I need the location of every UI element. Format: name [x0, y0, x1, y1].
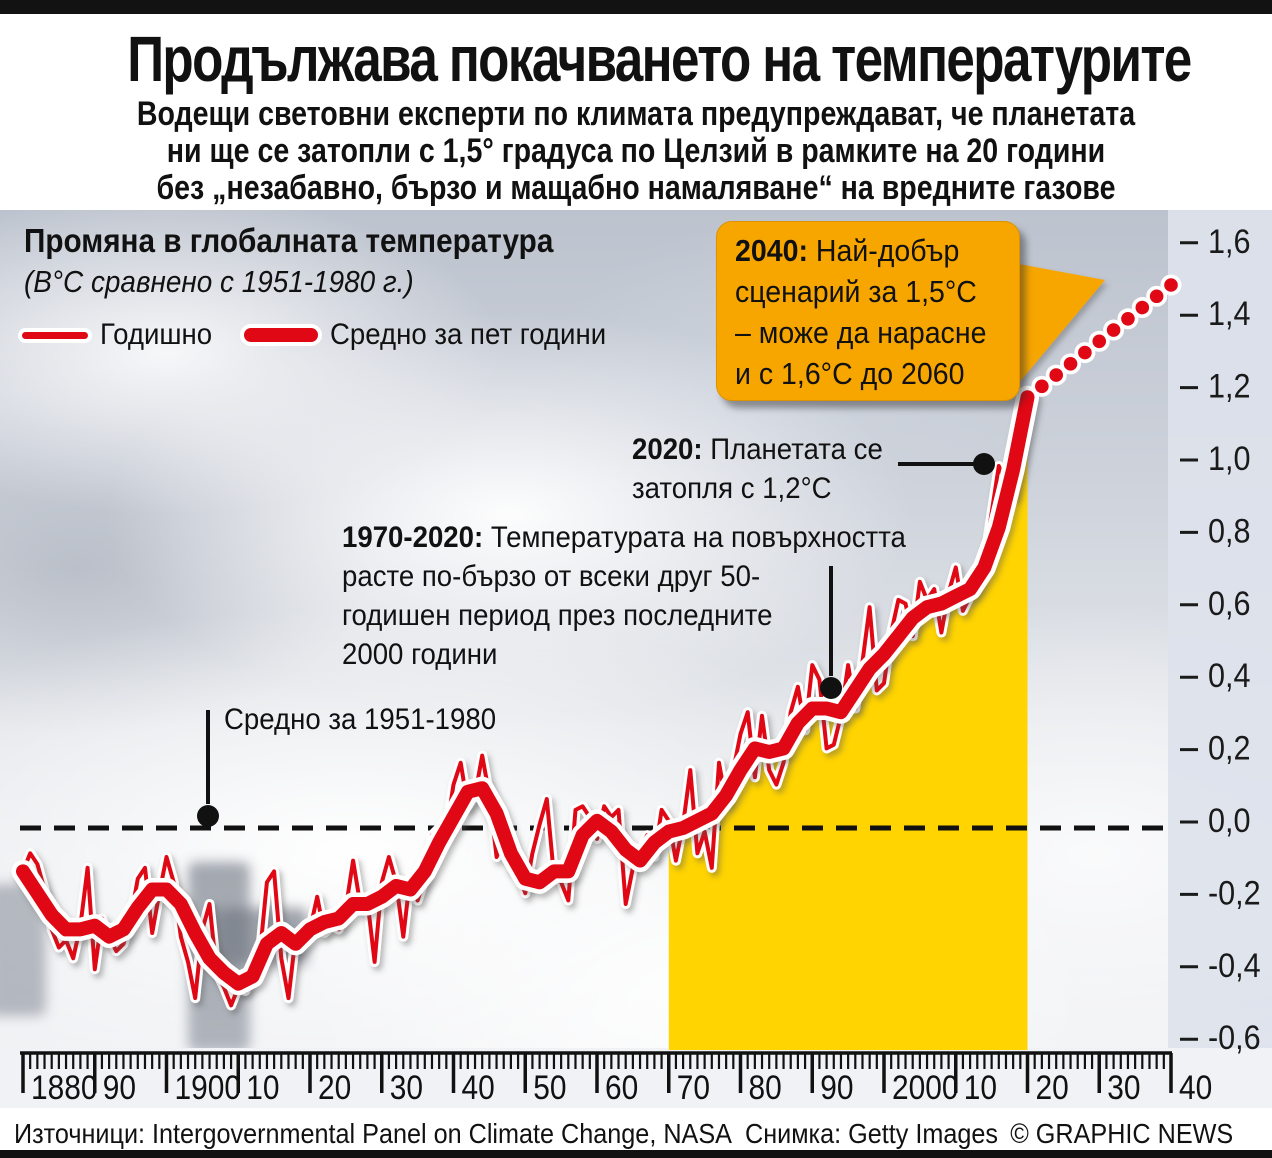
subtitle-line-3: без „незабавно, бързо и мащабно намалява…	[156, 169, 1116, 207]
subtitle-line-2: ни ще се затопли с 1,5° градуса по Целзи…	[166, 132, 1106, 170]
page-subtitle: Водещи световни експерти по климата пред…	[102, 96, 1170, 207]
background-dark-blob	[0, 884, 46, 1016]
legend-thin-line-swatch	[22, 331, 88, 339]
speech-bubble-2040: 2040: Най-добър сценарий за 1,5°C – може…	[716, 221, 1020, 401]
annotation-2020: 2020: Планетата се затопля с 1,2°C	[632, 433, 883, 505]
footer-sources: Източници: Intergovernmental Panel on Cl…	[14, 1118, 732, 1149]
legend: Годишно Средно за пет години	[22, 318, 630, 352]
bubble-2040-lead: 2040:	[735, 233, 808, 268]
annotation-1970-lead: 1970-2020:	[342, 521, 484, 554]
bottom-black-bar	[0, 1150, 1272, 1158]
annotation-2020-lead: 2020:	[632, 433, 703, 466]
chart-title: Промяна в глобалната температура	[24, 222, 554, 259]
legend-thick-line-swatch	[243, 328, 318, 342]
background-truck-silhouette	[216, 908, 308, 966]
footer-copyright: © GRAPHIC NEWS	[1010, 1118, 1234, 1149]
top-black-bar	[0, 0, 1272, 14]
page-title: Продължава покачването на температурите	[127, 23, 1192, 95]
annotation-baseline-1951-1980: Средно за 1951-1980	[224, 703, 497, 736]
y-axis-strip	[1168, 210, 1272, 1105]
chart-subtitle: (В°C сравнено с 1951-1980 г.)	[24, 264, 414, 299]
legend-label-five-year: Средно за пет години	[329, 318, 607, 351]
legend-label-annual: Годишно	[100, 318, 213, 351]
speech-bubble-text: 2040: Най-добър сценарий за 1,5°C – може…	[735, 233, 987, 391]
x-axis-ruler-strip	[0, 1048, 1272, 1108]
subtitle-line-1: Водещи световни експерти по климата пред…	[136, 95, 1136, 133]
annotation-1970-2020: 1970-2020: Температурата на повърхността…	[342, 521, 906, 671]
footer-photo-credit: Снимка: Getty Images	[745, 1118, 998, 1149]
